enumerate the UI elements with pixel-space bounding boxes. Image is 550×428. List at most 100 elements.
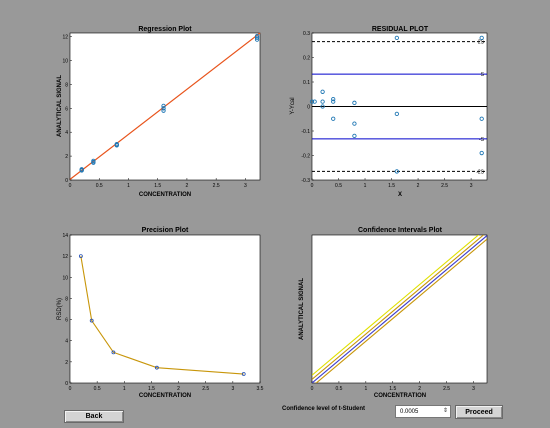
residual-title: RESIDUAL PLOT — [372, 26, 429, 33]
precision-xtick-label: 1.5 — [148, 386, 155, 392]
residual-point — [331, 99, 336, 104]
residual-point — [394, 35, 399, 41]
confidence-xlabel: CONCENTRATION — [374, 393, 426, 399]
confidence-xtick-label: 1 — [364, 386, 367, 392]
regression-point — [91, 158, 96, 164]
residual-point — [479, 35, 484, 41]
residual-ytick-label: 0.3 — [303, 31, 310, 37]
regression-xtick-label: 3 — [244, 183, 247, 189]
precision-xtick-label: 2.5 — [202, 386, 209, 392]
residual-ticks: 0 0.5 1 1.5 2 2.5 3 -0.3 -0.2 -0.1 0 0.1 0.2 0.3 — [301, 31, 472, 189]
residual-xtick-label: 2 — [417, 183, 420, 189]
precision-ytick-label: 8 — [65, 296, 68, 302]
proceed-button[interactable]: Proceed — [455, 405, 503, 419]
residual-xtick-label: 1.5 — [388, 183, 395, 189]
residual-ytick-label: -0.3 — [301, 178, 310, 184]
residual-ylabel: Y-Ycal — [290, 97, 296, 114]
residual-xtick-label: 3 — [470, 183, 473, 189]
residual-ytick-label: -0.2 — [301, 154, 310, 160]
residual-point — [309, 99, 315, 104]
precision-axes — [69, 234, 261, 384]
confidence-xtick-label: 0.5 — [335, 386, 342, 392]
precision-xlabel: CONCENTRATION — [139, 393, 191, 399]
precision-xtick-label: 3 — [231, 386, 234, 392]
precision-ytick-label: 12 — [62, 254, 68, 260]
residual-marks: 2S S -S -2S — [309, 35, 487, 175]
regression-xtick-label: 2 — [186, 183, 189, 189]
regression-point — [161, 106, 166, 111]
residual-ytick-label: -0.1 — [301, 129, 310, 135]
regression-xtick-label: 0.5 — [96, 183, 103, 189]
regression-marks — [69, 32, 261, 180]
residual-point — [331, 97, 336, 102]
regression-point — [254, 33, 260, 39]
regression-ticks: 0 0.5 1 1.5 2 2.5 3 0 2 4 6 8 10 12 — [62, 35, 247, 189]
regression-point — [254, 35, 260, 40]
confidence-xtick-label: 2 — [418, 386, 421, 392]
confidence-xtick-label: 2.5 — [443, 386, 450, 392]
residual-point — [352, 100, 357, 105]
precision-ytick-label: 14 — [62, 233, 68, 239]
residual-hline-label: -S — [479, 137, 485, 143]
confidence-series-line — [312, 235, 487, 383]
confidence-level-select[interactable]: 0.0005 ⇕ — [395, 405, 451, 418]
residual-point — [394, 169, 399, 174]
regression-xtick-label: 0 — [69, 183, 72, 189]
confidence-lines — [312, 235, 487, 383]
regression-ylabel: ANALYTICAL SIGNAL — [57, 75, 63, 137]
residual-point — [352, 133, 357, 139]
residual-point — [479, 150, 484, 156]
precision-ytick-label: 10 — [62, 275, 68, 281]
residual-xtick-label: 2.5 — [441, 183, 448, 189]
precision-point — [241, 372, 246, 376]
regression-xtick-label: 1.5 — [154, 183, 161, 189]
residual-point — [320, 99, 325, 104]
precision-xtick-label: 0 — [69, 386, 72, 392]
confidence-plot: Confidence Intervals Plot CONCENTRATION … — [299, 227, 488, 399]
confidence-xtick-label: 0 — [311, 386, 314, 392]
precision-plot: Precision Plot CONCENTRATION RSD(%) 0 0.5… — [57, 227, 264, 399]
regression-ytick-label: 2 — [65, 154, 68, 160]
precision-ytick-label: 2 — [65, 360, 68, 366]
confidence-level-label: Confidence level of t-Student — [282, 406, 366, 412]
residual-point — [479, 116, 484, 121]
confidence-level-value: 0.0005 — [400, 408, 419, 415]
residual-point — [394, 111, 399, 117]
residual-xtick-label: 1 — [364, 183, 367, 189]
residual-xtick-label: 0.5 — [335, 183, 342, 189]
regression-xtick-label: 1 — [127, 183, 130, 189]
regression-xtick-label: 2.5 — [213, 183, 220, 189]
residual-xtick-label: 0 — [311, 183, 314, 189]
residual-hline-label: S — [481, 72, 485, 78]
precision-xtick-label: 3.5 — [257, 386, 264, 392]
back-button[interactable]: Back — [64, 410, 124, 423]
regression-point — [114, 142, 119, 147]
regression-plot: Regression Plot CONCENTRATION ANALYTICAL… — [57, 26, 261, 198]
precision-ytick-label: 0 — [65, 381, 68, 387]
precision-ytick-label: 4 — [65, 339, 68, 345]
regression-ytick-label: 6 — [65, 106, 68, 112]
precision-xtick-label: 0.5 — [94, 386, 101, 392]
confidence-series-line — [312, 235, 485, 380]
residual-xlabel: X — [398, 192, 402, 198]
confidence-ticks: 0 0.5 1 1.5 2 2.5 3 — [311, 381, 475, 392]
regression-point — [161, 108, 166, 113]
residual-point — [320, 104, 325, 109]
precision-title: Precision Plot — [142, 227, 189, 234]
regression-title: Regression Plot — [138, 26, 192, 33]
confidence-series-line — [315, 238, 487, 383]
select-arrows-icon: ⇕ — [442, 408, 448, 414]
regression-xlabel: CONCENTRATION — [139, 192, 191, 198]
regression-point — [79, 168, 84, 173]
residual-ytick-label: 0.2 — [303, 56, 310, 62]
residual-point — [352, 121, 357, 126]
residual-ytick-label: 0.1 — [303, 80, 310, 86]
regression-ytick-label: 4 — [65, 130, 68, 136]
precision-point — [154, 365, 159, 370]
regression-ytick-label: 10 — [62, 58, 68, 64]
confidence-ylabel: ANALYTICAL SIGNAL — [299, 278, 305, 340]
regression-ytick-label: 8 — [65, 82, 68, 88]
precision-xtick-label: 2 — [177, 386, 180, 392]
residual-hline-label: 2S — [478, 40, 485, 46]
residual-point — [331, 116, 336, 121]
